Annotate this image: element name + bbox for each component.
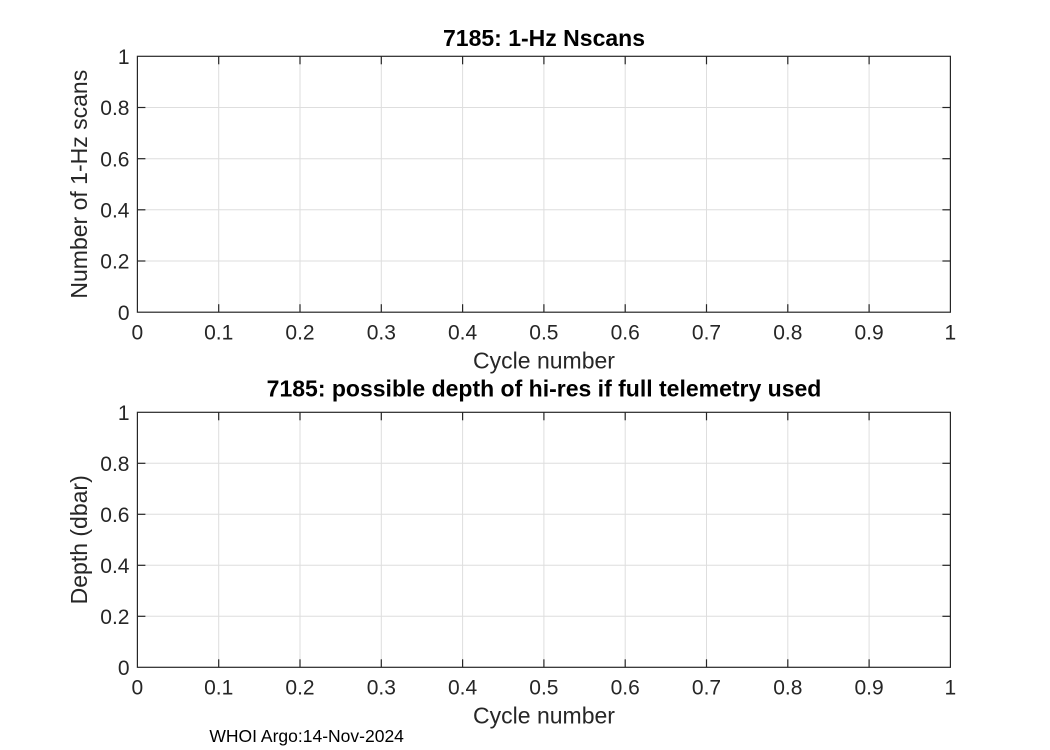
svg-text:0.6: 0.6 [611, 322, 640, 345]
svg-text:0.7: 0.7 [692, 677, 721, 700]
svg-text:0: 0 [118, 657, 130, 680]
svg-text:0.6: 0.6 [611, 677, 640, 700]
svg-text:Cycle number: Cycle number [473, 347, 615, 373]
svg-text:7185: possible depth of hi-res: 7185: possible depth of hi-res if full t… [267, 375, 822, 401]
svg-text:0.2: 0.2 [100, 251, 129, 274]
svg-text:Cycle number: Cycle number [473, 702, 615, 728]
svg-text:1: 1 [945, 677, 957, 700]
svg-text:0.6: 0.6 [100, 148, 129, 171]
svg-text:0: 0 [132, 677, 144, 700]
svg-text:0.5: 0.5 [529, 677, 558, 700]
svg-text:1: 1 [945, 322, 957, 345]
svg-text:Number of 1-Hz scans: Number of 1-Hz scans [66, 70, 92, 299]
svg-text:0.1: 0.1 [204, 677, 233, 700]
svg-text:0.8: 0.8 [100, 97, 129, 120]
svg-text:Depth (dbar): Depth (dbar) [66, 475, 92, 604]
svg-text:0.5: 0.5 [529, 322, 558, 345]
svg-text:0: 0 [118, 302, 130, 325]
svg-text:0.8: 0.8 [773, 677, 802, 700]
svg-text:0.8: 0.8 [100, 453, 129, 476]
svg-text:1: 1 [118, 402, 130, 425]
svg-text:0.3: 0.3 [367, 677, 396, 700]
svg-text:0.2: 0.2 [285, 677, 314, 700]
svg-text:0.7: 0.7 [692, 322, 721, 345]
svg-text:0.8: 0.8 [773, 322, 802, 345]
svg-text:0.9: 0.9 [854, 677, 883, 700]
svg-text:WHOI Argo:14-Nov-2024: WHOI Argo:14-Nov-2024 [209, 726, 404, 746]
svg-text:0: 0 [132, 322, 144, 345]
svg-text:0.2: 0.2 [100, 606, 129, 629]
svg-text:1: 1 [118, 46, 130, 69]
svg-text:0.4: 0.4 [100, 555, 130, 578]
svg-text:0.1: 0.1 [204, 322, 233, 345]
svg-text:0.4: 0.4 [448, 322, 478, 345]
svg-text:0.9: 0.9 [854, 322, 883, 345]
svg-text:0.2: 0.2 [285, 322, 314, 345]
svg-text:7185: 1-Hz Nscans: 7185: 1-Hz Nscans [443, 25, 645, 51]
svg-text:0.6: 0.6 [100, 504, 129, 527]
svg-text:0.3: 0.3 [367, 322, 396, 345]
svg-text:0.4: 0.4 [448, 677, 478, 700]
svg-text:0.4: 0.4 [100, 199, 130, 222]
